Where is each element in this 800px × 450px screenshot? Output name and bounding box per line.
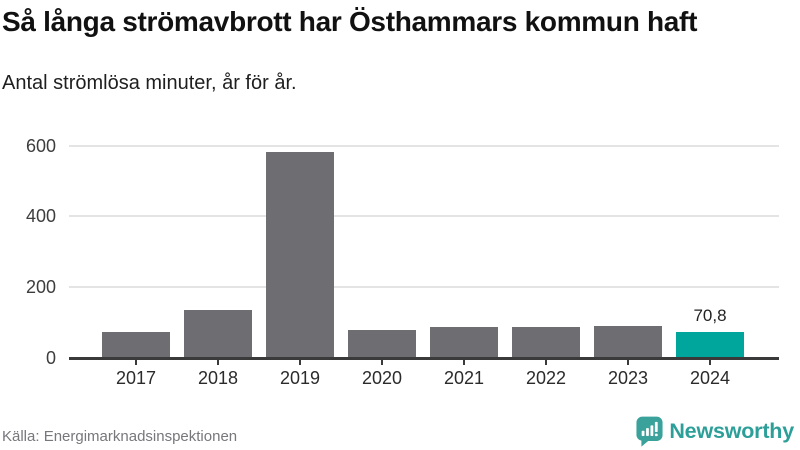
x-axis-tick [545, 359, 547, 365]
x-axis-label-2024: 2024 [689, 368, 731, 388]
newsworthy-bubble-icon [636, 416, 663, 447]
x-axis-line [69, 356, 779, 360]
x-axis-label-2020: 2020 [361, 368, 403, 388]
y-axis-tick-label: 400 [25, 206, 56, 227]
x-axis-label-2018: 2018 [197, 368, 239, 388]
bar-value-label: 70,8 [693, 306, 727, 326]
y-axis-tick-label: 0 [45, 347, 56, 368]
x-axis-tick [463, 359, 465, 365]
x-axis-label-2023: 2023 [607, 368, 649, 388]
bar-2019 [266, 151, 334, 358]
gridline-600 [69, 144, 779, 147]
chart-subtitle: Antal strömlösa minuter, år för år. [2, 72, 297, 94]
bar-2017 [102, 332, 170, 358]
bar-2018 [184, 309, 252, 358]
x-axis-label-2021: 2021 [443, 368, 485, 388]
newsworthy-logo: Newsworthy [636, 415, 794, 447]
bar-2022 [512, 326, 580, 358]
gridline-400 [69, 215, 779, 218]
y-axis-tick-label: 600 [25, 135, 56, 156]
x-axis-tick [627, 359, 629, 365]
gridline-200 [69, 285, 779, 288]
x-axis-tick [135, 359, 137, 365]
chart-title: Så långa strömavbrott har Östhammars kom… [2, 6, 698, 37]
source-credit: Källa: Energimarknadsinspektionen [2, 428, 238, 445]
newsworthy-wordmark: Newsworthy [669, 418, 794, 443]
x-axis-tick [217, 359, 219, 365]
bar-2020 [348, 329, 416, 358]
x-axis-tick [381, 359, 383, 365]
y-axis-tick-label: 200 [25, 276, 56, 297]
x-axis-tick [299, 359, 301, 365]
bar-2024 [676, 332, 744, 358]
x-axis-label-2022: 2022 [525, 368, 567, 388]
x-axis-label-2019: 2019 [279, 368, 321, 388]
x-axis-label-2017: 2017 [115, 368, 157, 388]
x-axis-tick [709, 359, 711, 365]
bar-2021 [430, 326, 498, 358]
bar-2023 [594, 325, 662, 358]
